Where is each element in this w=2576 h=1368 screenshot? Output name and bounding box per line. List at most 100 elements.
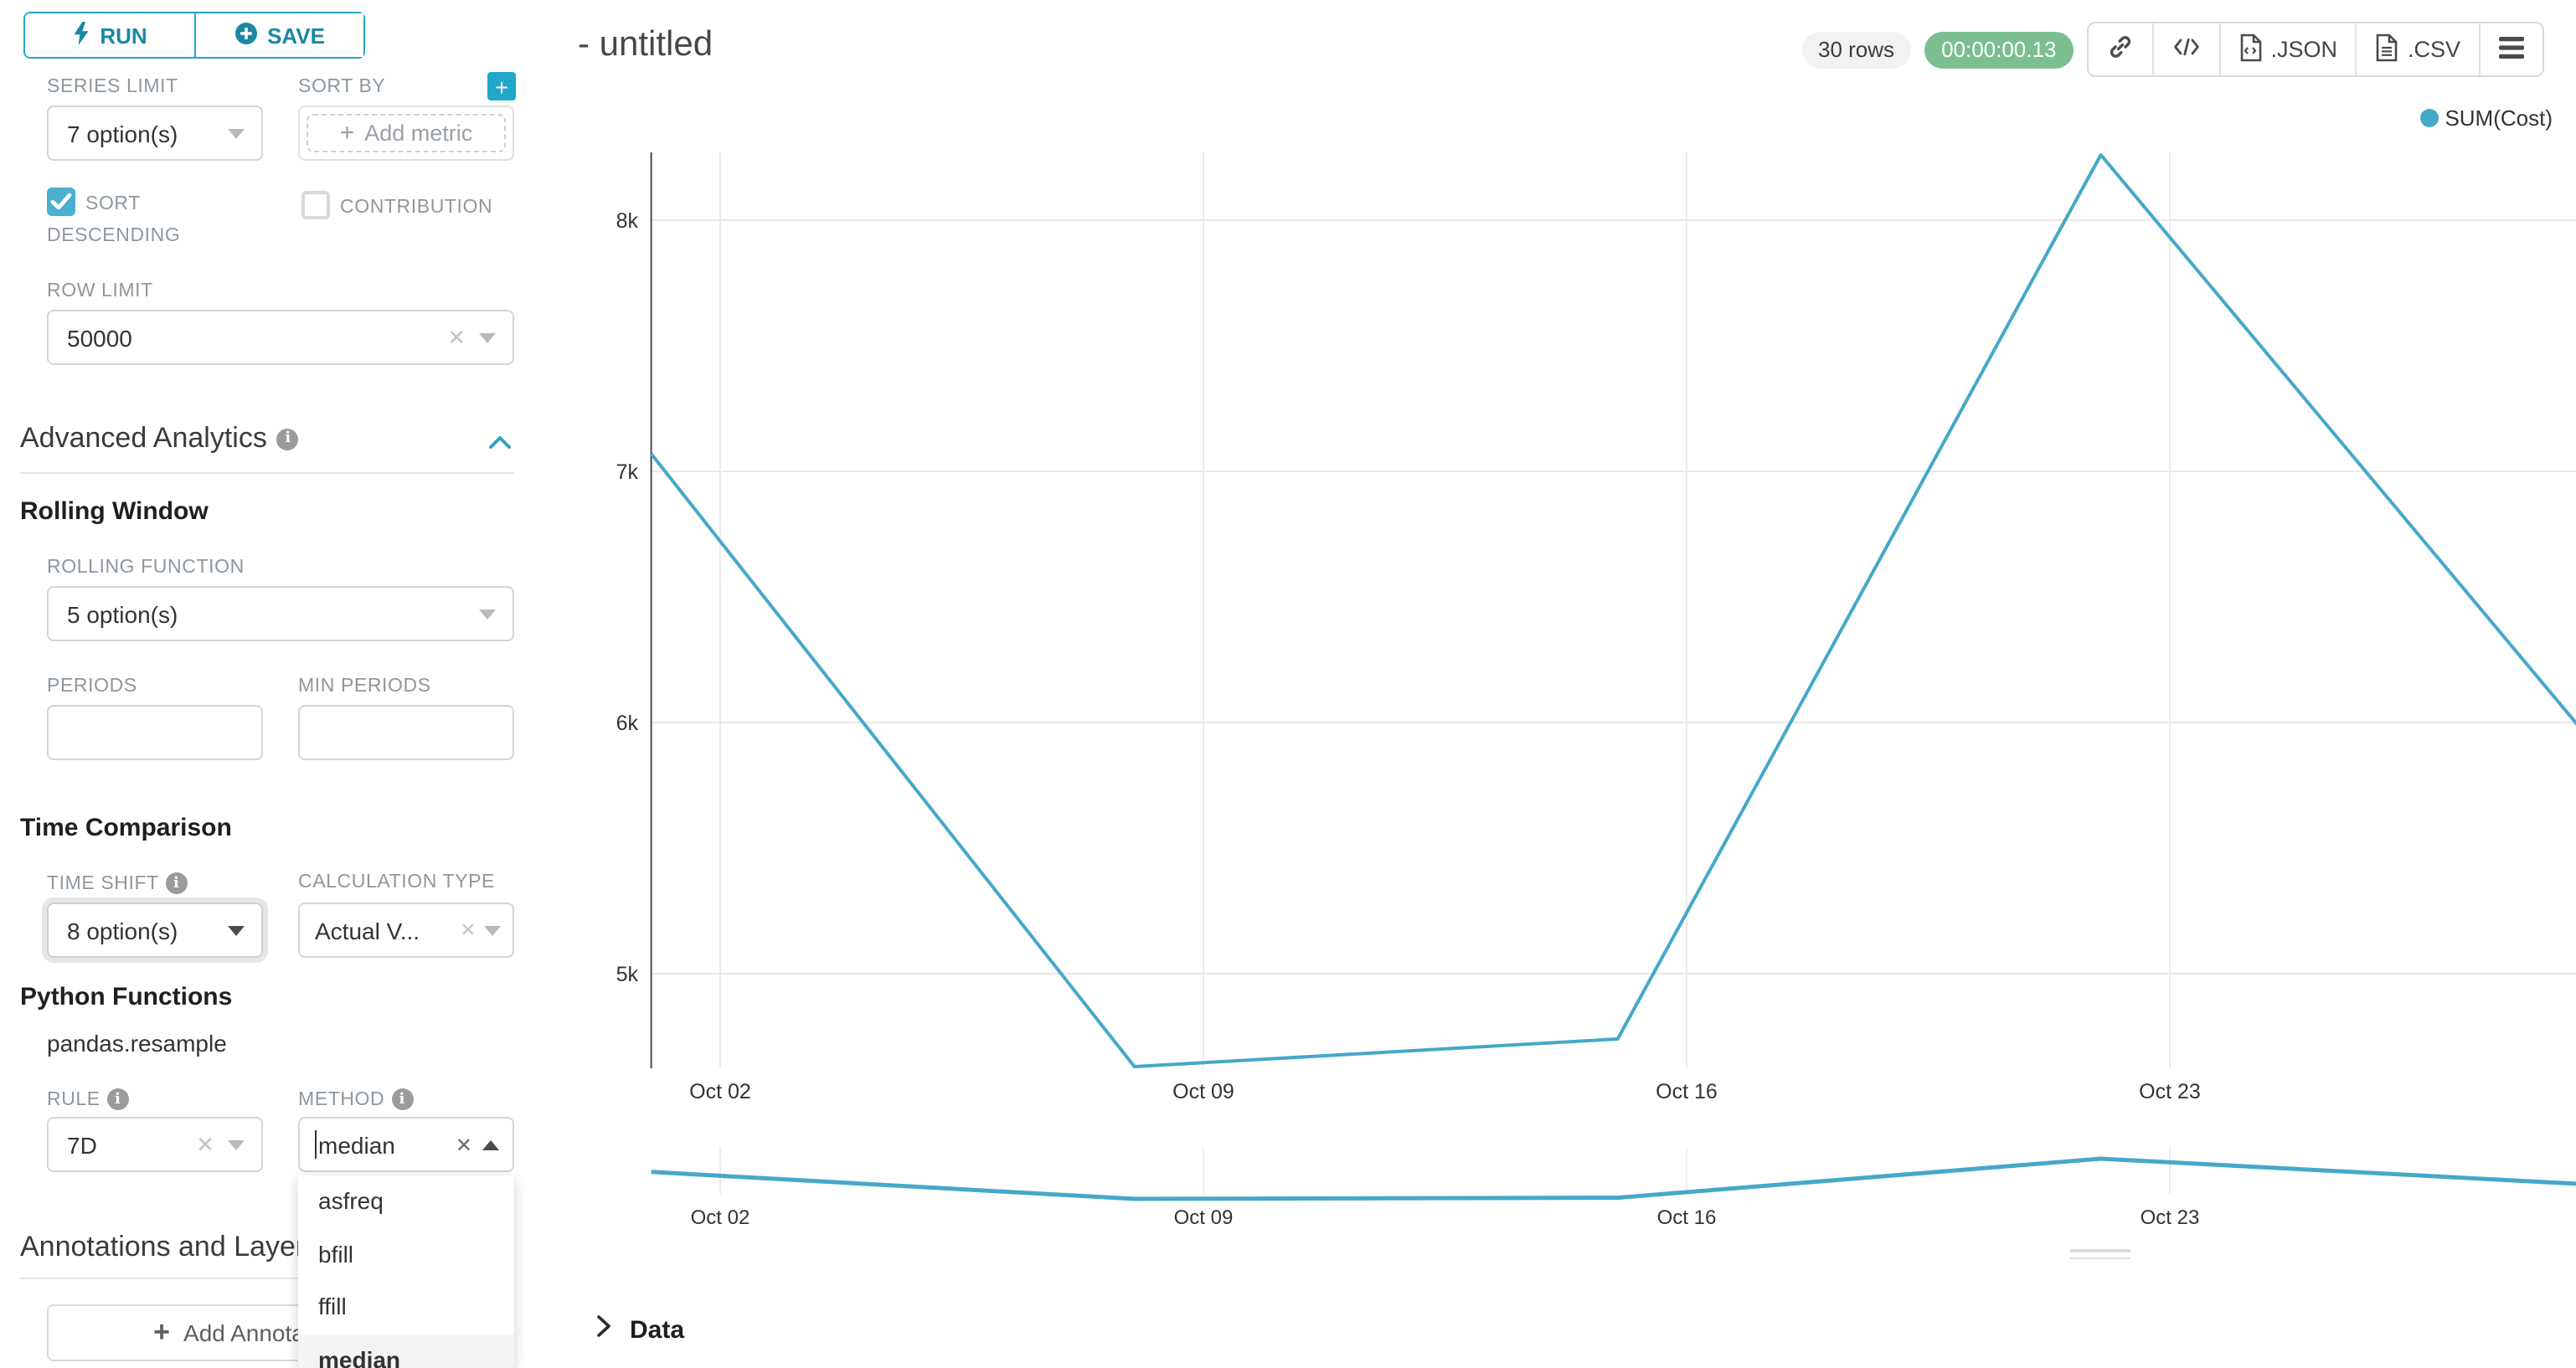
rule-select[interactable]: 7D ✕ [47, 1117, 263, 1172]
calculation-type-select[interactable]: Actual V... ✕ [298, 903, 514, 958]
rolling-function-label: ROLLING FUNCTION [47, 558, 245, 578]
add-metric-plus-icon[interactable]: + [487, 72, 516, 100]
method-label-text: METHOD [298, 1089, 385, 1109]
save-button-label: SAVE [267, 23, 325, 48]
export-json-button[interactable]: .JSON [2220, 23, 2357, 75]
calculation-type-label: CALCULATION TYPE [298, 872, 495, 892]
rolling-function-select[interactable]: 5 option(s) [47, 586, 514, 641]
method-option-bfill[interactable]: bfill [318, 1240, 354, 1267]
contribution-control[interactable]: CONTRIBUTION [301, 191, 536, 223]
info-icon[interactable]: i [391, 1088, 414, 1110]
chevron-down-icon [228, 925, 245, 935]
chevron-down-icon [479, 332, 496, 342]
series-line [650, 153, 2576, 1068]
calculation-type-value: Actual V... [315, 917, 420, 944]
method-option-median[interactable]: median [298, 1334, 514, 1368]
clear-icon[interactable]: ✕ [196, 1131, 214, 1156]
python-functions-title: Python Functions [20, 983, 233, 1011]
add-metric-label: Add metric [364, 121, 473, 146]
info-icon[interactable]: i [165, 872, 188, 894]
min-periods-input[interactable] [298, 705, 514, 760]
rule-value: 7D [67, 1131, 97, 1158]
annotations-title: Annotations and Layers [20, 1231, 320, 1263]
chart-panel: - untitled 30 rows 00:00:00.13 [541, 0, 2576, 1368]
chart-legend[interactable]: SUM(Cost) [2419, 105, 2553, 131]
line-chart[interactable]: 8k 7k 6k 5k Oct 02 Oct 09 Oct 16 Oct 23 [541, 92, 2576, 1139]
text-cursor [315, 1130, 317, 1159]
legend-label: SUM(Cost) [2445, 105, 2553, 131]
clear-icon[interactable]: ✕ [455, 1133, 472, 1156]
mini-x-tick-label: Oct 02 [691, 1206, 750, 1229]
checkbox-checked-icon[interactable] [47, 188, 75, 216]
chevron-right-icon [596, 1314, 611, 1346]
checkbox-unchecked-icon[interactable] [301, 191, 330, 219]
rolling-function-value: 5 option(s) [67, 600, 178, 627]
panel-resize-handle[interactable] [2070, 1249, 2130, 1264]
collapse-chevron-up-icon[interactable] [487, 429, 513, 459]
row-limit-select[interactable]: 50000 ✕ [47, 310, 514, 365]
series-limit-value: 7 option(s) [67, 120, 178, 147]
method-value: median [318, 1131, 395, 1158]
mini-x-tick-label: Oct 23 [2141, 1206, 2200, 1229]
csv-file-icon [2376, 33, 2399, 66]
plus-icon: + [339, 119, 355, 147]
row-count-badge: 30 rows [1801, 31, 1912, 68]
time-shift-select[interactable]: 8 option(s) [47, 903, 263, 958]
divider [20, 1278, 514, 1279]
x-tick-label: Oct 16 [1656, 1080, 1718, 1103]
advanced-analytics-title: Advanced Analytics [20, 422, 267, 454]
legend-dot-icon [2419, 109, 2439, 127]
time-shift-value: 8 option(s) [67, 917, 178, 944]
mini-x-tick-label: Oct 16 [1657, 1206, 1717, 1229]
method-label: METHOD i [298, 1088, 414, 1110]
query-timer-badge: 00:00:00.13 [1924, 31, 2074, 68]
pandas-resample-label: pandas.resample [47, 1030, 227, 1057]
row-limit-value: 50000 [67, 324, 132, 351]
export-csv-button[interactable]: .CSV [2357, 23, 2481, 75]
info-icon[interactable]: i [276, 428, 299, 450]
range-selector-chart[interactable]: Oct 02 Oct 09 Oct 16 Oct 23 [541, 1139, 2576, 1239]
advanced-analytics-header[interactable]: Advanced Analytics i [20, 422, 299, 455]
chart-title[interactable]: - untitled [578, 25, 714, 64]
series-limit-select[interactable]: 7 option(s) [47, 105, 263, 161]
y-tick-label: 5k [616, 963, 639, 986]
time-comparison-title: Time Comparison [20, 814, 232, 842]
data-panel-toggle[interactable]: Data [596, 1314, 684, 1346]
chevron-up-icon [482, 1139, 499, 1149]
clear-icon[interactable]: ✕ [460, 921, 476, 941]
copy-link-button[interactable] [2088, 23, 2154, 75]
chevron-down-icon [228, 128, 245, 138]
json-file-icon [2239, 33, 2262, 66]
info-icon[interactable]: i [106, 1088, 129, 1110]
export-button-group: .JSON .CSV [2086, 22, 2544, 77]
chevron-down-icon [479, 609, 496, 619]
chevron-down-icon [228, 1139, 245, 1149]
periods-label: PERIODS [47, 676, 137, 697]
code-icon [2172, 35, 2200, 64]
data-panel-label: Data [630, 1316, 685, 1345]
sort-by-control[interactable]: + Add metric [298, 105, 514, 161]
mini-x-tick-label: Oct 09 [1174, 1206, 1234, 1229]
export-json-label: .JSON [2270, 37, 2337, 62]
y-tick-label: 7k [616, 460, 639, 484]
run-button-label: RUN [100, 23, 147, 48]
run-button[interactable]: RUN [25, 13, 195, 57]
periods-input[interactable] [47, 705, 263, 760]
method-dropdown-menu: asfreq bfill ffill median [298, 1175, 514, 1368]
rolling-window-title: Rolling Window [20, 497, 209, 526]
method-option-ffill[interactable]: ffill [318, 1293, 347, 1319]
link-icon [2106, 33, 2133, 65]
sort-descending-control[interactable]: SORT DESCENDING [47, 188, 245, 251]
run-save-group: RUN SAVE [23, 12, 365, 59]
method-select[interactable]: median ✕ [298, 1117, 514, 1172]
x-tick-label: Oct 09 [1172, 1080, 1234, 1103]
mini-series-line [651, 1156, 2576, 1201]
method-option-asfreq[interactable]: asfreq [318, 1187, 384, 1214]
save-button[interactable]: SAVE [195, 13, 363, 57]
embed-code-button[interactable] [2153, 23, 2221, 75]
more-menu-button[interactable] [2481, 23, 2543, 75]
rule-label: RULE i [47, 1088, 129, 1110]
series-limit-label: SERIES LIMIT [47, 77, 178, 97]
clear-icon[interactable]: ✕ [447, 324, 466, 349]
